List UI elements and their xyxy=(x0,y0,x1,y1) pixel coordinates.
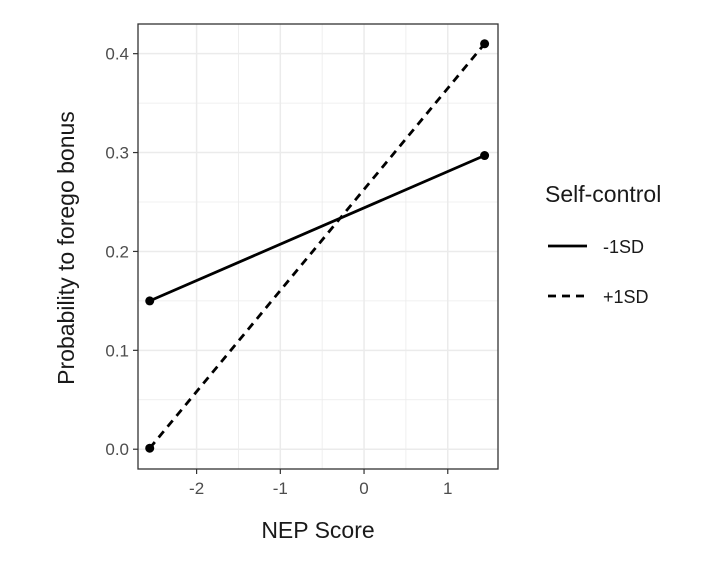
y-axis-title: Probability to forego bonus xyxy=(53,111,79,385)
series-0-point xyxy=(145,296,155,306)
legend-label-0: -1SD xyxy=(603,237,644,257)
grid-minor xyxy=(138,24,498,469)
y-tick-label: 0.2 xyxy=(105,242,129,261)
legend-label-1: +1SD xyxy=(603,287,649,307)
x-axis-ticks: -2 -1 0 1 xyxy=(189,469,453,498)
x-tick-label: -2 xyxy=(189,479,204,498)
x-tick-label: 0 xyxy=(359,479,368,498)
y-tick-label: 0.3 xyxy=(105,144,129,163)
grid-major xyxy=(138,24,498,469)
legend-title: Self-control xyxy=(545,181,661,207)
x-tick-label: 1 xyxy=(443,479,452,498)
panel-border xyxy=(137,23,499,470)
series-line-1 xyxy=(148,42,486,450)
y-axis-ticks: 0.0 0.1 0.2 0.3 0.4 xyxy=(105,45,138,459)
y-tick-label: 0.0 xyxy=(105,440,129,459)
legend-items: -1SD +1SD xyxy=(548,237,649,307)
series-layer xyxy=(145,39,490,453)
series-1-point xyxy=(480,39,490,49)
series-0-point xyxy=(480,151,490,161)
x-axis-title: NEP Score xyxy=(261,517,374,543)
series-1-point xyxy=(145,443,155,453)
y-tick-label: 0.4 xyxy=(105,45,129,64)
x-tick-label: -1 xyxy=(273,479,288,498)
legend: Self-control -1SD +1SD xyxy=(545,181,661,307)
y-tick-label: 0.1 xyxy=(105,341,129,360)
series-line-0 xyxy=(149,154,486,303)
